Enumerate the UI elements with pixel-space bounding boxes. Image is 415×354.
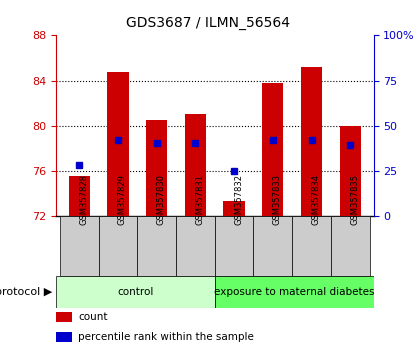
Bar [215,276,374,308]
Text: protocol ▶: protocol ▶ [0,287,52,297]
Bar [301,67,322,216]
Bar [176,216,215,276]
Bar [223,201,245,216]
Bar [185,114,206,216]
Text: GSM357830: GSM357830 [157,174,166,225]
Text: GSM357834: GSM357834 [312,174,320,225]
Bar [339,126,361,216]
Bar [60,216,99,276]
Text: GDS3687 / ILMN_56564: GDS3687 / ILMN_56564 [125,16,290,30]
Bar [292,216,331,276]
Text: GSM357833: GSM357833 [273,174,282,225]
Bar [262,83,283,216]
Bar [254,216,292,276]
Bar [137,216,176,276]
Text: percentile rank within the sample: percentile rank within the sample [78,332,254,342]
Bar [331,216,370,276]
Bar [215,216,254,276]
Bar [68,176,90,216]
Bar [99,216,137,276]
Text: control: control [117,287,154,297]
Text: GSM357829: GSM357829 [118,174,127,225]
Text: GSM357828: GSM357828 [79,174,88,225]
Text: GSM357831: GSM357831 [195,174,205,225]
Text: GSM357835: GSM357835 [350,174,359,225]
Bar [56,312,72,322]
Text: GSM357832: GSM357832 [234,174,243,225]
Bar [107,72,129,216]
Text: exposure to maternal diabetes: exposure to maternal diabetes [214,287,374,297]
Bar [146,120,167,216]
Bar [56,332,72,342]
Text: count: count [78,312,108,322]
Bar [56,276,215,308]
